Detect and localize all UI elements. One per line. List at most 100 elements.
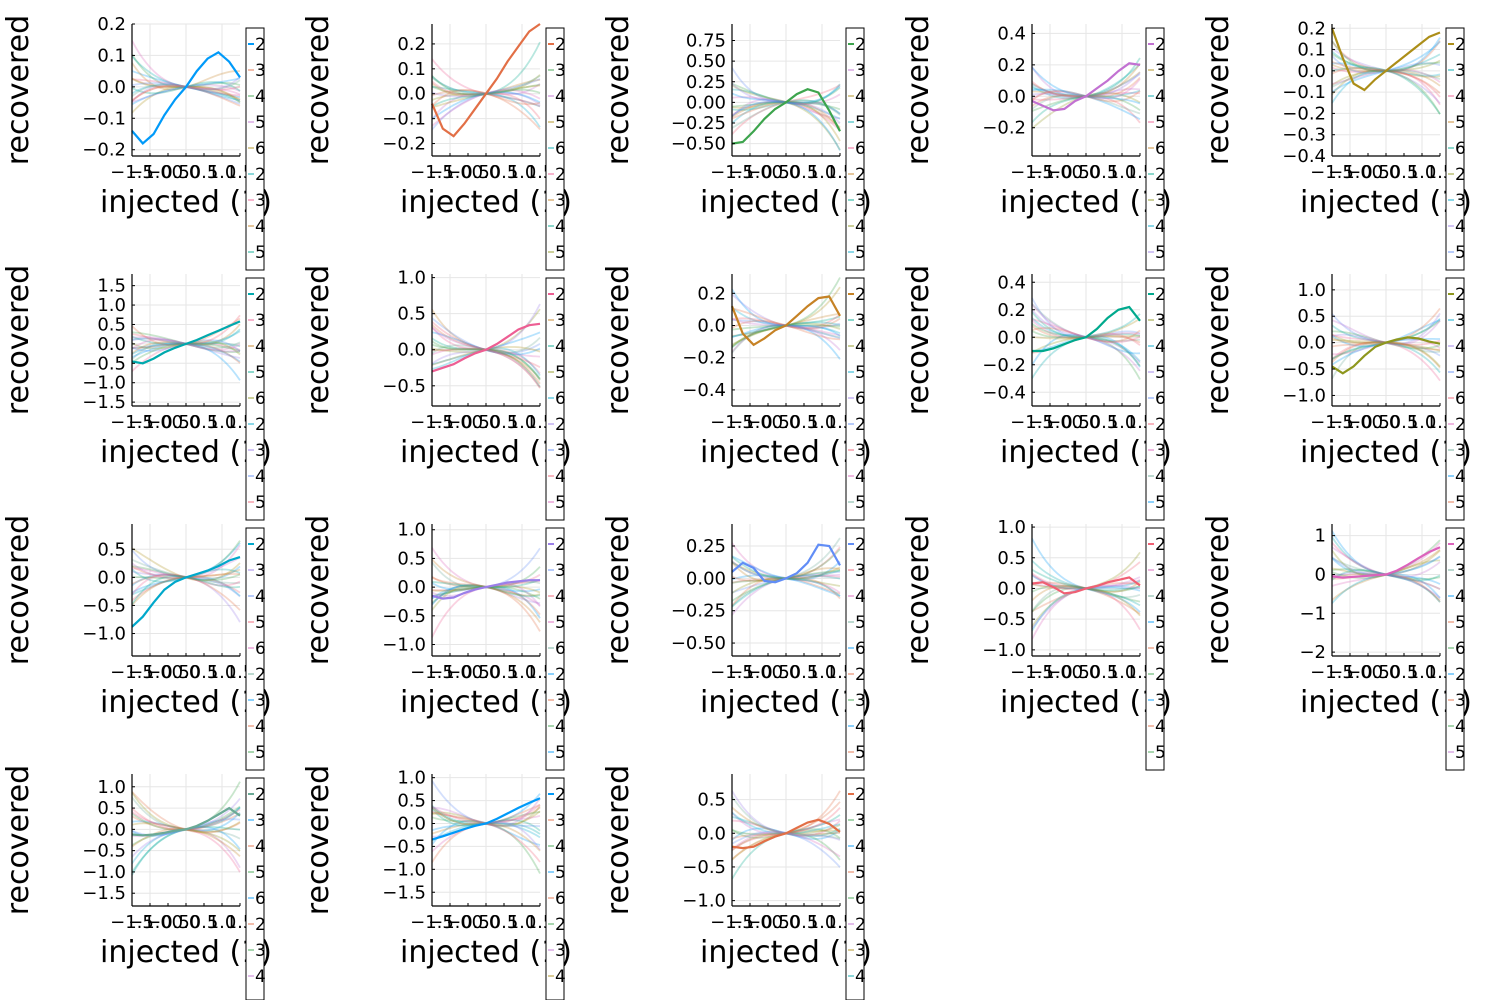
- x-tick-label: −1.0: [1328, 162, 1372, 183]
- legend-label: 5: [855, 493, 866, 513]
- legend-label: 3: [555, 941, 566, 961]
- legend-label: 5: [255, 863, 266, 883]
- x-tick-label: 1.0: [1108, 412, 1137, 433]
- y-tick-label: −0.25: [671, 113, 726, 134]
- y-tick-label: −0.50: [671, 633, 726, 654]
- y-axis-label: recovered: [301, 265, 336, 415]
- highlight-series-line: [730, 295, 841, 347]
- highlight-series-line: [1032, 305, 1141, 353]
- x-tick-label: −0.5: [446, 662, 490, 683]
- legend-label: 4: [1155, 217, 1166, 237]
- legend-label: 2: [1455, 35, 1466, 55]
- y-tick-label: −0.25: [671, 601, 726, 622]
- y-tick-label: 0.2: [97, 14, 126, 35]
- x-tick-label: 1.0: [808, 412, 837, 433]
- legend-label: 4: [1455, 717, 1466, 737]
- legend-label: 3: [855, 941, 866, 961]
- subplot-16: 1.00.50.0−0.5−1.0−1.5−1.5−1.0−0.50.00.51…: [1, 765, 272, 1000]
- legend-label: 3: [1455, 441, 1466, 461]
- y-tick-label: −0.5: [82, 353, 126, 374]
- x-tick-label: −0.5: [146, 912, 190, 933]
- legend-box: [845, 27, 865, 271]
- legend-label: 4: [555, 717, 566, 737]
- legend-label: 6: [1455, 139, 1466, 159]
- legend-label: 2: [255, 415, 266, 435]
- x-tick-label: 0.5: [190, 412, 219, 433]
- y-tick-label: 0.5: [997, 548, 1026, 569]
- x-tick-label: 0.5: [190, 662, 219, 683]
- y-tick-label: 0.0: [397, 814, 426, 835]
- x-tick-label: −1.5: [1010, 662, 1054, 683]
- y-tick-label: −0.2: [1282, 103, 1326, 124]
- legend-label: 2: [855, 285, 866, 305]
- y-axis-label: recovered: [901, 15, 936, 165]
- legend-label: 5: [555, 613, 566, 633]
- legend-label: 3: [555, 311, 566, 331]
- legend-box: [545, 527, 565, 771]
- y-tick-label: 1.0: [397, 520, 426, 541]
- legend-label: 2: [555, 915, 566, 935]
- x-axis-label: injected (1): [100, 685, 272, 720]
- legend-box: [1445, 27, 1465, 271]
- x-axis-label: injected (1): [1300, 685, 1472, 720]
- subplot-17: 1.00.50.0−0.5−1.0−1.5−1.5−1.0−0.50.00.51…: [301, 765, 572, 1000]
- y-tick-label: −1.0: [1282, 385, 1326, 406]
- x-tick-label: −0.5: [1046, 412, 1090, 433]
- legend-label: 6: [255, 889, 266, 909]
- legend-label: 4: [1455, 217, 1466, 237]
- legend-label: 2: [1155, 665, 1166, 685]
- x-tick-label: 0.0: [1072, 412, 1101, 433]
- legend-label: 3: [855, 561, 866, 581]
- legend-label: 3: [855, 61, 866, 81]
- legend-label: 3: [1155, 561, 1166, 581]
- y-tick-label: 0.5: [97, 539, 126, 560]
- highlight-series-line: [131, 50, 241, 145]
- legend-label: 3: [855, 811, 866, 831]
- y-tick-label: −0.2: [82, 140, 126, 161]
- y-tick-label: −0.5: [382, 836, 426, 857]
- subplot-4: 0.40.20.0−0.2−1.5−1.0−0.50.00.51.01.5inj…: [901, 15, 1172, 271]
- y-tick-label: −0.2: [682, 348, 726, 369]
- legend-label: 5: [255, 243, 266, 263]
- x-tick-label: −0.5: [146, 162, 190, 183]
- x-tick-label: 1.0: [1408, 662, 1437, 683]
- subplot-5: 0.20.10.0−0.1−0.2−0.3−0.4−1.5−1.0−0.50.0…: [1201, 15, 1472, 271]
- y-tick-label: −0.1: [382, 109, 426, 130]
- y-tick-label: 0.2: [1297, 18, 1326, 39]
- legend-label: 5: [1455, 363, 1466, 383]
- y-axis-label: recovered: [1201, 515, 1236, 665]
- y-axis-label: recovered: [1, 765, 36, 915]
- x-tick-label: 1.0: [1408, 412, 1437, 433]
- y-tick-label: 1.0: [97, 295, 126, 316]
- legend-label: 4: [255, 87, 266, 107]
- x-tick-label: −0.5: [746, 912, 790, 933]
- x-tick-label: 1.0: [1108, 662, 1137, 683]
- x-tick-label: −1.0: [128, 162, 172, 183]
- legend-label: 6: [555, 889, 566, 909]
- legend-label: 2: [555, 535, 566, 555]
- x-tick-label: −1.0: [1328, 412, 1372, 433]
- x-tick-label: −1.5: [410, 412, 454, 433]
- legend-label: 5: [1155, 363, 1166, 383]
- y-tick-label: 0.0: [97, 334, 126, 355]
- highlight-series-line: [431, 579, 540, 600]
- x-tick-label: −0.5: [1346, 662, 1390, 683]
- x-tick-label: 0.5: [1090, 412, 1119, 433]
- x-tick-label: −1.5: [1310, 162, 1354, 183]
- y-tick-label: −1.5: [382, 882, 426, 903]
- legend-label: 3: [555, 441, 566, 461]
- legend-label: 3: [1455, 691, 1466, 711]
- y-tick-label: 0.0: [97, 567, 126, 588]
- y-tick-label: −0.5: [82, 841, 126, 862]
- legend-label: 4: [1155, 717, 1166, 737]
- legend-label: 2: [1155, 535, 1166, 555]
- x-tick-label: −1.0: [128, 662, 172, 683]
- y-tick-label: 0.0: [397, 84, 426, 105]
- legend-label: 4: [255, 337, 266, 357]
- legend-label: 3: [1455, 561, 1466, 581]
- x-tick-label: −0.5: [746, 162, 790, 183]
- y-tick-label: 0.00: [686, 568, 726, 589]
- x-tick-label: −0.5: [146, 412, 190, 433]
- y-axis-label: recovered: [1201, 265, 1236, 415]
- legend-label: 2: [1455, 415, 1466, 435]
